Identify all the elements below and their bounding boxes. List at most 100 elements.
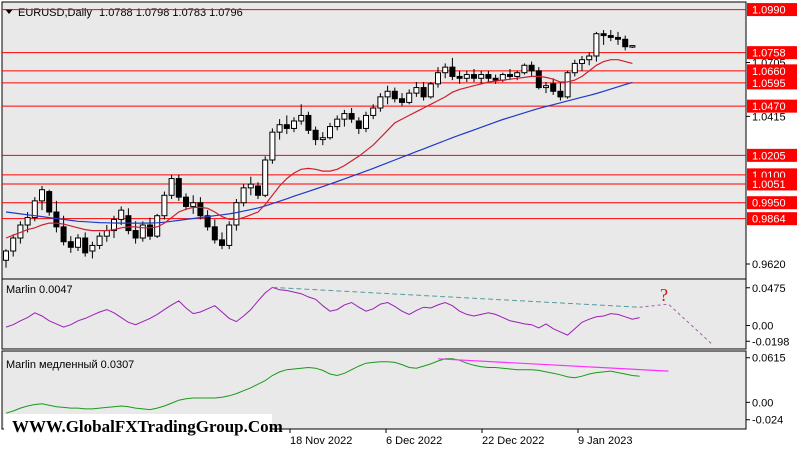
candle-body	[579, 59, 585, 64]
candle-body	[471, 74, 477, 79]
candle-body	[53, 211, 60, 228]
price-level-tag	[747, 99, 797, 113]
candle-body	[319, 137, 326, 141]
candle-body	[283, 124, 290, 129]
candle-body	[485, 74, 492, 79]
candle-body	[269, 131, 276, 161]
marlin-slow-tick-label: 0.00	[752, 397, 773, 409]
candle-body	[535, 70, 542, 89]
candle-body	[449, 66, 456, 77]
candle-body	[111, 218, 117, 232]
price-level-tag	[747, 64, 797, 78]
candle-body	[168, 178, 175, 196]
price-level-label: 1.0051	[752, 179, 786, 191]
candle-body	[377, 96, 384, 109]
candle-body	[607, 35, 614, 38]
candle-body	[190, 202, 197, 207]
candle-body	[363, 114, 369, 129]
candle-body	[593, 33, 600, 57]
marlin-slow-line	[5, 358, 640, 414]
marlin-slow-tick-label: 0.0615	[752, 353, 786, 365]
price-level-label: 1.0990	[752, 5, 786, 17]
candle-body	[139, 224, 146, 239]
candle-body	[147, 224, 153, 237]
candle-body	[240, 187, 247, 204]
candle-body	[571, 62, 578, 74]
candle-body	[67, 241, 74, 248]
candle-body	[586, 55, 593, 61]
candle-body	[298, 114, 305, 122]
candle-body	[463, 74, 470, 79]
candle-body	[39, 189, 45, 202]
candle-body	[521, 64, 528, 74]
candle-body	[427, 83, 434, 98]
horizontal-levels	[2, 9, 746, 220]
candle-body	[391, 90, 398, 100]
price-level-label: 1.0205	[752, 150, 786, 162]
price-tick-label: 0.9620	[752, 259, 786, 271]
price-axis: 1.09901.07581.07051.06601.05951.04701.04…	[746, 3, 797, 271]
candle-body	[492, 77, 499, 81]
candle-body	[31, 200, 38, 219]
time-tick-label: 6 Dec 2022	[386, 435, 442, 447]
candle-body	[276, 124, 283, 133]
price-level-label: 1.0660	[752, 66, 786, 78]
candle-body	[89, 244, 96, 252]
price-level-tag	[747, 177, 797, 191]
candle-body	[204, 215, 211, 228]
candle-body	[348, 113, 355, 120]
marlin-title: Marlin 0.0047	[6, 284, 73, 296]
candle-body	[478, 74, 485, 79]
candle-body	[161, 194, 168, 217]
marlin-projection	[639, 303, 712, 345]
marlin-axis: 0.0475 0.00 -0.0198	[746, 283, 789, 348]
candle-body	[10, 237, 17, 252]
candle-body	[543, 85, 549, 89]
candle-body	[226, 224, 233, 246]
candle-body	[370, 107, 377, 116]
candle-body	[211, 226, 218, 241]
price-level-tag	[747, 76, 797, 90]
marlin-panel-bg	[1, 278, 747, 350]
candle-body	[399, 98, 405, 103]
collapse-triangle-icon[interactable]	[5, 9, 13, 14]
marlin-slow-indicator	[5, 358, 669, 414]
candle-body	[197, 202, 204, 217]
candle-body	[75, 237, 81, 248]
watermark-text: WWW.GlobalFXTradingGroup.Com	[12, 417, 283, 436]
candle-body	[60, 226, 67, 243]
candle-body	[341, 113, 348, 120]
candle-body	[233, 202, 240, 226]
candle-body	[103, 230, 110, 237]
price-level-tag	[747, 212, 797, 226]
candle-body	[528, 64, 535, 72]
time-axis: 18 Nov 2022 6 Dec 2022 22 Dec 2022 9 Jan 20…	[289, 429, 632, 447]
price-level-label: 0.9864	[752, 214, 786, 226]
candle-body	[615, 36, 621, 40]
candle-body	[629, 45, 636, 48]
candle-body	[557, 90, 564, 98]
candle-body	[132, 230, 139, 239]
candle-body	[262, 159, 269, 196]
price-level-tag	[747, 148, 797, 162]
candle-body	[406, 92, 413, 103]
price-level-label: 1.0470	[752, 101, 786, 113]
candle-body	[312, 129, 319, 141]
ohlc-label: 1.0788 1.0798 1.0783 1.0796	[99, 7, 243, 19]
marlin-indicator	[5, 286, 712, 345]
marlin-slow-axis: 0.0615 0.00 -0.024	[746, 353, 786, 427]
candle-body	[507, 74, 513, 77]
candle-body	[355, 120, 362, 129]
candle-body	[550, 83, 557, 92]
candle-body	[514, 72, 521, 77]
candle-body	[46, 191, 53, 213]
candle-body	[183, 196, 189, 207]
price-level-tag	[747, 196, 797, 210]
marlin-tick-label: -0.0198	[752, 336, 789, 348]
candle-body	[564, 72, 571, 98]
candle-body	[255, 185, 261, 196]
price-level-tag	[747, 3, 797, 17]
price-level-label: 1.0595	[752, 78, 786, 90]
marlin-tick-label: 0.0475	[752, 283, 786, 295]
